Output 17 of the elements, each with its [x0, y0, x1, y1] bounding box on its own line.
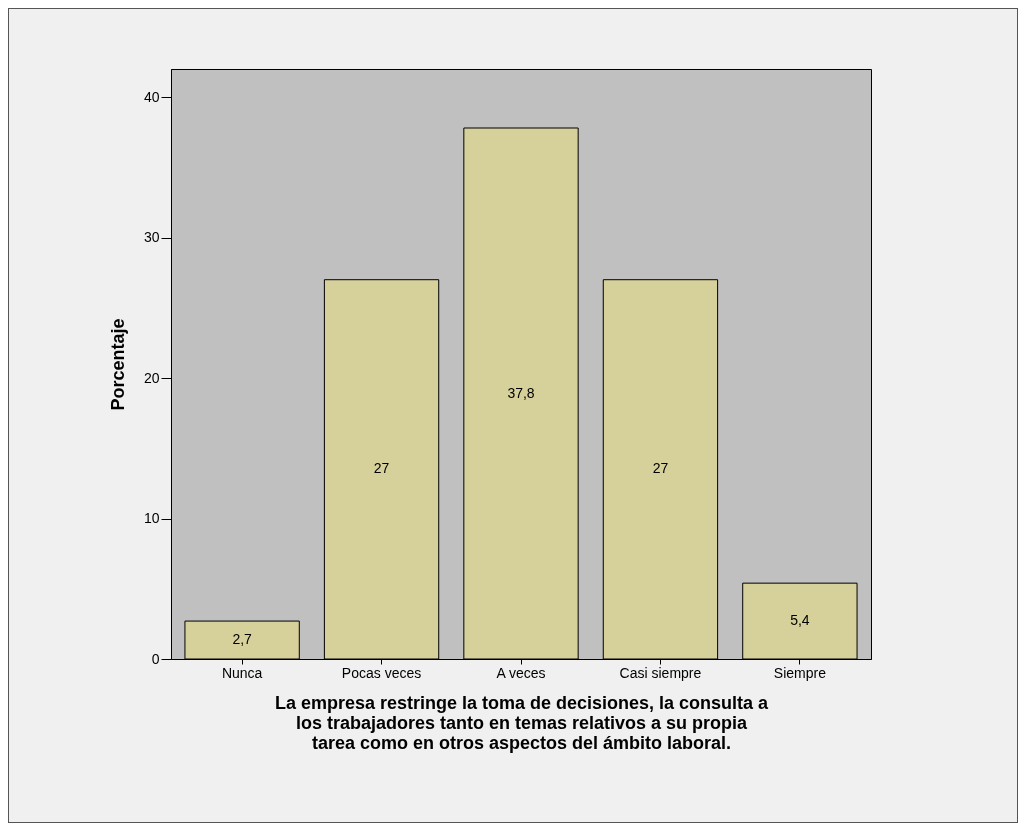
x-axis-title: La empresa restringe la toma de decisiones, la consulta a los trabajadores tanto en temas relativos a su propia tarea como en otros aspectos del ámbito laboral.	[274, 692, 770, 753]
data-label: 2,7	[232, 631, 253, 648]
x-tick-label: Casi siempre	[619, 664, 702, 681]
x-tick-label: Pocas veces	[341, 664, 422, 681]
y-tick-label: 40	[143, 88, 160, 105]
y-axis-title: Porcentaje	[107, 318, 128, 411]
x-tick-label: Nunca	[221, 664, 263, 681]
data-label: 37,8	[507, 384, 535, 401]
y-tick-label: 20	[143, 369, 160, 386]
y-tick-label: 0	[151, 650, 160, 667]
data-label: 5,4	[790, 612, 810, 629]
y-tick-label: 10	[143, 510, 160, 527]
data-label: 27	[373, 460, 390, 477]
x-tick-label: Siempre	[773, 664, 827, 681]
data-label: 27	[652, 460, 669, 477]
x-tick-label: A veces	[496, 664, 546, 681]
y-tick-label: 30	[143, 229, 160, 246]
